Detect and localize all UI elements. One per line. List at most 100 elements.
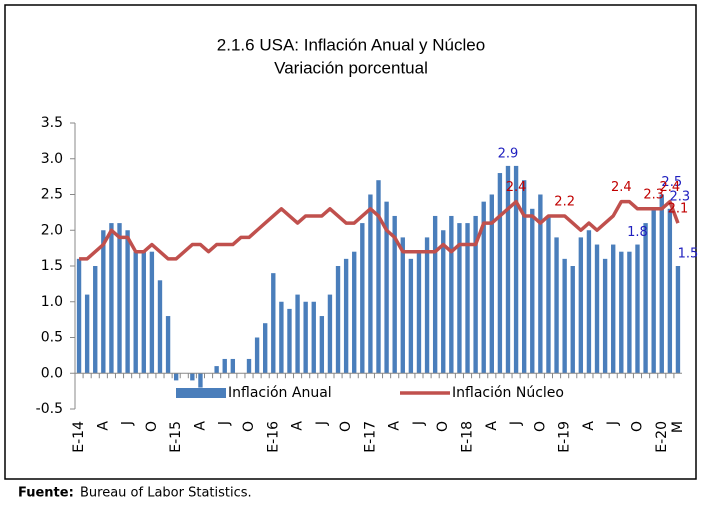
x-tick-label: J bbox=[411, 421, 427, 426]
bar bbox=[667, 208, 673, 374]
data-label: 2.9 bbox=[498, 146, 519, 161]
x-tick-label: A bbox=[581, 421, 597, 431]
bar bbox=[93, 266, 98, 374]
x-tick-label: E-16 bbox=[265, 421, 281, 453]
x-tick-label: J bbox=[508, 421, 524, 426]
bar bbox=[659, 194, 664, 374]
bar bbox=[165, 316, 171, 374]
y-tick-label: 3.0 bbox=[41, 151, 63, 167]
y-tick-label: 2.5 bbox=[41, 187, 63, 203]
data-label: 2.2 bbox=[554, 194, 575, 209]
x-tick-label: E-19 bbox=[557, 421, 573, 453]
bar bbox=[125, 230, 130, 374]
bar bbox=[287, 308, 292, 374]
bar bbox=[76, 258, 82, 374]
x-tick-label: J bbox=[120, 421, 136, 426]
bar bbox=[149, 251, 155, 374]
x-tick-label: E-14 bbox=[71, 421, 87, 453]
bar bbox=[441, 230, 446, 374]
bar bbox=[513, 165, 519, 374]
bar bbox=[635, 244, 640, 374]
bar bbox=[327, 294, 333, 374]
chart-title: 2.1.6 USA: Inflación Anual y Núcleo bbox=[217, 35, 485, 54]
bar bbox=[303, 301, 308, 374]
bar bbox=[384, 201, 389, 374]
x-tick-label: A bbox=[484, 421, 500, 431]
bar bbox=[352, 251, 357, 374]
y-tick-label: 3.5 bbox=[41, 115, 63, 131]
bar bbox=[295, 294, 300, 374]
x-tick-label: O bbox=[629, 421, 645, 432]
x-tick-label: J bbox=[217, 421, 233, 426]
bar bbox=[198, 373, 203, 388]
bar bbox=[230, 358, 236, 374]
bar bbox=[109, 223, 114, 374]
bar bbox=[562, 258, 567, 374]
bar bbox=[416, 251, 422, 374]
bar bbox=[627, 251, 632, 374]
bar bbox=[538, 194, 543, 374]
bar bbox=[263, 323, 268, 374]
x-tick-label: A bbox=[95, 421, 111, 431]
bar bbox=[489, 194, 494, 374]
bar bbox=[271, 273, 276, 374]
bar bbox=[319, 316, 325, 374]
data-label: 1.8 bbox=[627, 225, 648, 240]
data-label: 2.4 bbox=[611, 180, 632, 195]
bar bbox=[311, 301, 316, 374]
bar bbox=[546, 215, 551, 374]
x-tick-label: J bbox=[605, 421, 621, 426]
bar bbox=[424, 237, 430, 374]
bar bbox=[432, 215, 438, 374]
x-tick-label: E-17 bbox=[362, 421, 378, 453]
x-tick-label: A bbox=[387, 421, 403, 431]
y-tick-label: 0.0 bbox=[41, 365, 63, 381]
data-label: 2.4 bbox=[506, 180, 527, 195]
bar bbox=[246, 358, 252, 374]
bar bbox=[392, 215, 397, 374]
bar bbox=[594, 244, 600, 374]
bar bbox=[408, 258, 414, 374]
y-tick-label: 0.5 bbox=[41, 330, 63, 346]
y-tick-label: -0.5 bbox=[36, 401, 63, 417]
y-tick-label: 2.0 bbox=[41, 222, 63, 238]
data-label: 2.3 bbox=[670, 189, 691, 204]
bar bbox=[521, 180, 527, 374]
bar bbox=[368, 194, 373, 374]
chart-subtitle: Variación porcentual bbox=[274, 58, 428, 77]
bar bbox=[84, 294, 90, 374]
bar bbox=[497, 173, 503, 374]
bar bbox=[473, 215, 478, 374]
bar bbox=[505, 165, 511, 374]
x-tick-label: M bbox=[670, 421, 686, 433]
bar bbox=[173, 373, 179, 381]
bar bbox=[214, 366, 219, 374]
y-tick-label: 1.5 bbox=[41, 258, 63, 274]
bar bbox=[190, 373, 195, 381]
x-tick-label: O bbox=[241, 421, 257, 432]
source: Bureau of Labor Statistics. bbox=[80, 486, 252, 501]
source-label: Fuente: bbox=[18, 486, 74, 501]
x-tick-label: O bbox=[144, 421, 160, 432]
bar bbox=[554, 237, 559, 374]
bar bbox=[465, 223, 470, 374]
bar bbox=[254, 337, 260, 374]
x-tick-label: E-15 bbox=[168, 421, 184, 453]
bar bbox=[643, 223, 648, 374]
bar bbox=[611, 244, 616, 374]
bar bbox=[457, 223, 462, 374]
bar bbox=[222, 358, 227, 374]
bar bbox=[530, 208, 535, 374]
legend-swatch bbox=[176, 388, 226, 398]
bar bbox=[117, 223, 122, 374]
legend-label: Inflación Núcleo bbox=[452, 385, 564, 401]
bar bbox=[101, 230, 106, 374]
data-label: 2.4 bbox=[660, 180, 681, 195]
x-tick-label: O bbox=[532, 421, 548, 432]
bar bbox=[343, 258, 349, 374]
x-tick-label: E-18 bbox=[460, 421, 476, 453]
data-label: 2.1 bbox=[668, 202, 689, 217]
bar bbox=[449, 215, 454, 374]
